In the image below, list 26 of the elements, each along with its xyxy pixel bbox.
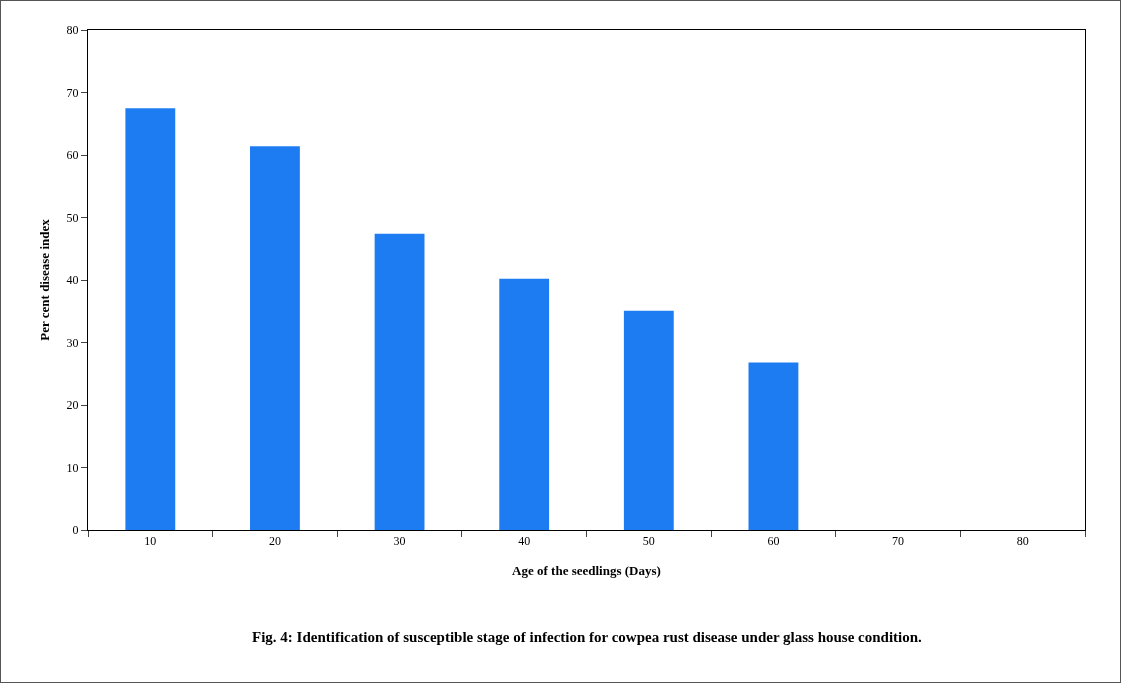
y-tick-label: 30 — [66, 335, 79, 350]
bar — [125, 108, 176, 530]
x-tick-label: 80 — [1016, 534, 1029, 549]
y-tick-label: 80 — [66, 23, 79, 38]
bar — [748, 362, 799, 530]
y-tick-label: 20 — [66, 398, 79, 413]
y-tick-label: 40 — [66, 273, 79, 288]
y-axis-title: Per cent disease index — [36, 218, 52, 341]
x-tick-label: 10 — [144, 534, 157, 549]
y-tick-label: 50 — [66, 210, 79, 225]
y-tick-label: 70 — [66, 85, 79, 100]
x-tick-label: 40 — [518, 534, 531, 549]
bar — [623, 310, 674, 530]
x-tick-label: 30 — [393, 534, 406, 549]
bar — [250, 146, 300, 530]
y-tick-label: 10 — [66, 460, 79, 475]
x-tick-label: 60 — [767, 534, 780, 549]
bar — [374, 233, 425, 530]
y-tick-label: 60 — [66, 148, 79, 163]
bar — [499, 278, 550, 530]
x-axis-title: Age of the seedlings (Days) — [512, 563, 661, 578]
y-tick-label: 0 — [72, 523, 79, 538]
x-tick-label: 20 — [268, 534, 281, 549]
caption: Fig. 4: Identification of susceptible stage of infection for cowpea rust disease under glass house condition. — [252, 629, 923, 645]
x-tick-label: 50 — [642, 534, 655, 549]
x-tick-label: 70 — [892, 534, 905, 549]
